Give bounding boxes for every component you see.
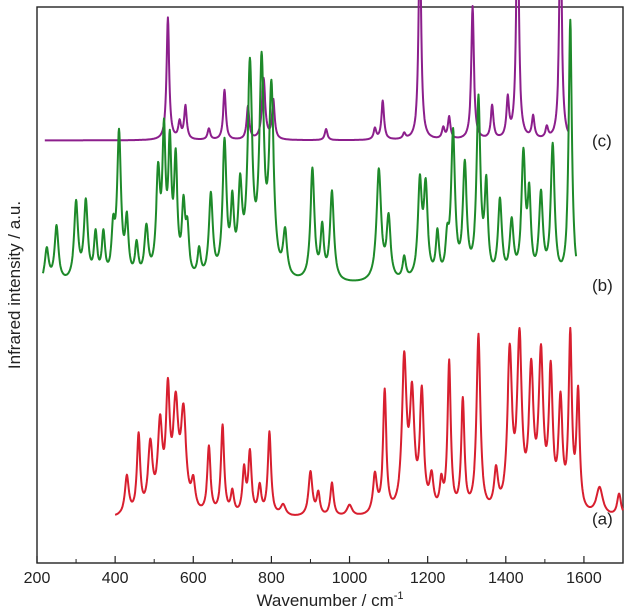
x-tick-label: 1200 bbox=[410, 570, 446, 587]
x-tick-label: 800 bbox=[258, 570, 285, 587]
series-label: (b) bbox=[592, 276, 613, 295]
series-label: (a) bbox=[592, 510, 613, 529]
spectrum-line-b bbox=[41, 18, 578, 282]
x-tick-label: 600 bbox=[180, 570, 207, 587]
x-axis-ticks: 200 400 600 800 1000 1200 1400 1600 bbox=[24, 556, 602, 587]
x-axis-title: Wavenumber / cm-1 bbox=[256, 590, 403, 610]
x-tick-label: 1400 bbox=[488, 570, 524, 587]
x-tick-label: 400 bbox=[102, 570, 129, 587]
x-tick-label: 1000 bbox=[332, 570, 368, 587]
spectrum-line-a bbox=[114, 326, 624, 516]
x-tick-label: 200 bbox=[24, 570, 51, 587]
spectrum-line-c bbox=[44, 0, 570, 142]
plot-frame bbox=[36, 6, 624, 564]
y-axis-title: Infrared intensity / a.u. bbox=[5, 201, 24, 369]
series-layer bbox=[41, 0, 624, 516]
series-label: (c) bbox=[592, 131, 612, 150]
series-labels: (c) (b) (a) bbox=[592, 131, 613, 528]
x-tick-label: 1600 bbox=[566, 570, 602, 587]
